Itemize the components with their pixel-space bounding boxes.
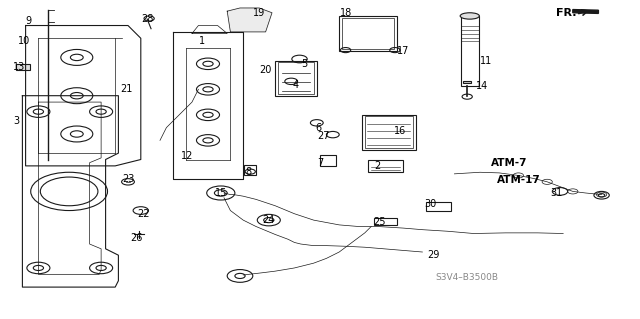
Bar <box>275 61 317 96</box>
Text: 13: 13 <box>13 62 26 72</box>
Text: 27: 27 <box>317 130 330 141</box>
Text: 17: 17 <box>397 46 410 56</box>
Text: S3V4–B3500B: S3V4–B3500B <box>436 273 499 282</box>
Bar <box>365 116 413 148</box>
Text: 4: 4 <box>292 79 299 90</box>
Polygon shape <box>227 8 272 32</box>
Text: 25: 25 <box>373 217 386 227</box>
Bar <box>426 202 451 211</box>
Text: ATM-7: ATM-7 <box>491 158 528 168</box>
Text: 28: 28 <box>141 14 154 24</box>
Text: 20: 20 <box>259 65 272 75</box>
Text: 23: 23 <box>122 174 134 184</box>
Bar <box>278 62 314 94</box>
Bar <box>362 115 416 150</box>
Bar <box>16 64 30 70</box>
Text: FR.: FR. <box>556 8 577 18</box>
Bar <box>320 155 336 166</box>
Text: ATM-17: ATM-17 <box>497 175 540 185</box>
Text: 9: 9 <box>26 16 32 26</box>
Bar <box>339 16 397 51</box>
Text: 24: 24 <box>262 215 275 225</box>
Text: 16: 16 <box>394 126 406 136</box>
Bar <box>368 160 403 172</box>
Text: 7: 7 <box>317 158 323 168</box>
Text: 29: 29 <box>428 250 440 260</box>
Text: 18: 18 <box>339 8 352 18</box>
Bar <box>463 81 471 83</box>
Text: 5: 5 <box>301 59 307 69</box>
Bar <box>374 218 397 225</box>
Text: 30: 30 <box>424 199 437 209</box>
Text: 15: 15 <box>214 188 227 198</box>
Text: 1: 1 <box>198 36 205 47</box>
Text: 10: 10 <box>18 36 31 47</box>
Bar <box>461 16 479 86</box>
Text: 14: 14 <box>476 81 488 91</box>
Text: 6: 6 <box>316 122 322 133</box>
Bar <box>342 18 394 49</box>
Text: 11: 11 <box>480 56 493 66</box>
Text: 3: 3 <box>13 116 19 126</box>
Text: 21: 21 <box>120 84 133 94</box>
Text: 31: 31 <box>550 188 563 198</box>
Text: 8: 8 <box>245 167 252 177</box>
Ellipse shape <box>460 13 479 19</box>
Text: 26: 26 <box>130 233 143 243</box>
Text: 22: 22 <box>138 209 150 219</box>
Bar <box>244 165 256 175</box>
Polygon shape <box>573 10 598 13</box>
Text: 12: 12 <box>180 151 193 161</box>
Text: 2: 2 <box>374 161 381 171</box>
Text: 19: 19 <box>253 8 266 18</box>
